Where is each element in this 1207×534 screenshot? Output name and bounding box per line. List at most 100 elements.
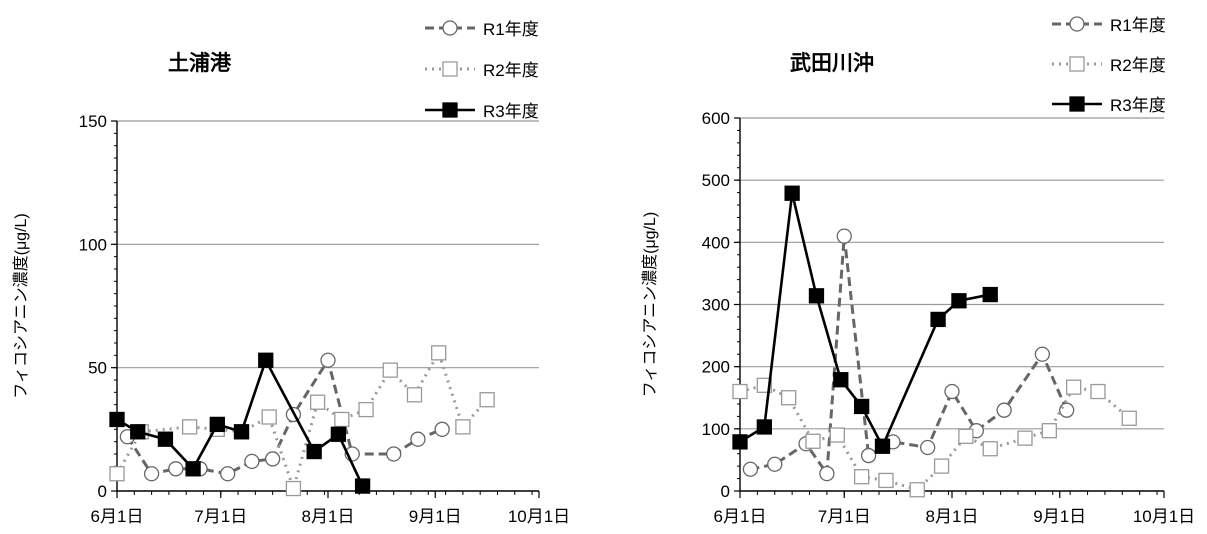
data-point — [109, 466, 125, 482]
data-point — [265, 451, 281, 467]
legend-entry: R3年度 — [425, 102, 539, 121]
chart-panel-2: 0 100 200 300 400 500 600 6月1日 7月1日 8月1日 9月1日 10月1日… — [641, 16, 1195, 526]
data-point — [244, 453, 260, 470]
series-line — [116, 358, 364, 487]
y-tick-label: 100 — [79, 235, 107, 254]
series-1 — [119, 352, 450, 482]
legend-marker — [1069, 56, 1085, 72]
x-tick-label: 10月1日 — [508, 507, 570, 526]
legend-marker — [442, 20, 458, 36]
legend-marker — [1069, 96, 1085, 112]
series-3 — [109, 352, 371, 494]
data-point — [732, 383, 748, 400]
data-point — [833, 372, 849, 388]
y-tick-label: 150 — [79, 112, 107, 131]
data-point — [781, 390, 797, 406]
legend-entry: R2年度 — [425, 61, 539, 80]
x-tick-label: 8月1日 — [302, 507, 355, 526]
data-point — [258, 352, 274, 368]
legend-label: R1年度 — [1110, 16, 1166, 35]
y-tick-label: 100 — [702, 420, 730, 439]
data-point — [742, 461, 759, 477]
data-point — [382, 362, 398, 378]
y-tick-label: 400 — [702, 233, 730, 252]
data-point — [784, 185, 800, 201]
data-point — [808, 288, 825, 304]
y-tick-label: 50 — [88, 359, 107, 378]
data-point — [157, 431, 174, 447]
legend-label: R3年度 — [483, 102, 539, 121]
data-point — [805, 433, 821, 449]
x-tick-label: 6月1日 — [91, 507, 144, 526]
data-point — [143, 466, 160, 482]
data-point — [1017, 430, 1033, 446]
legend-label: R2年度 — [483, 61, 539, 80]
data-point — [334, 411, 350, 428]
y-tick-label: 600 — [702, 109, 730, 128]
legend-entry: R2年度 — [1052, 56, 1166, 75]
y-tick-label: 300 — [702, 296, 730, 315]
data-point — [853, 469, 870, 485]
data-point — [285, 480, 302, 497]
x-tick-label: 8月1日 — [926, 507, 979, 526]
y-tick-label: 0 — [721, 482, 730, 501]
legend-entry: R1年度 — [425, 20, 539, 39]
series-line — [739, 383, 1131, 492]
y-tick-label: 500 — [702, 171, 730, 190]
data-point — [185, 461, 201, 477]
x-tick-label: 9月1日 — [1033, 507, 1086, 526]
data-point — [320, 352, 336, 368]
chart-title: 武田川沖 — [790, 52, 874, 75]
data-point — [309, 394, 326, 410]
legend-entry: R3年度 — [1052, 96, 1166, 115]
x-tick-label: 7月1日 — [818, 507, 871, 526]
data-point — [996, 402, 1012, 418]
data-point — [455, 419, 471, 435]
data-point — [819, 465, 835, 482]
data-point — [330, 426, 347, 442]
legend-entry: R1年度 — [1052, 16, 1166, 35]
data-point — [920, 439, 936, 456]
data-point — [982, 441, 998, 457]
series-3 — [732, 185, 998, 454]
data-point — [233, 424, 250, 440]
series-line — [115, 351, 489, 491]
y-axis-label: フィコシアニン濃度(μg/L) — [641, 212, 659, 397]
y-tick-label: 200 — [702, 358, 730, 377]
legend-label: R2年度 — [1110, 56, 1166, 75]
series-line — [739, 191, 991, 448]
legend-marker — [1069, 16, 1085, 32]
data-point — [767, 456, 783, 472]
data-point — [1090, 383, 1106, 400]
data-point — [168, 461, 184, 477]
data-point — [853, 398, 870, 415]
chart-title: 土浦港 — [168, 51, 232, 75]
data-point — [434, 421, 450, 437]
series-2 — [732, 377, 1137, 498]
data-point — [306, 443, 322, 460]
legend-label: R1年度 — [483, 20, 539, 39]
data-point — [933, 458, 950, 474]
data-point — [220, 466, 236, 482]
data-point — [431, 345, 447, 361]
legend-label: R3年度 — [1110, 96, 1166, 115]
data-point — [109, 411, 125, 428]
x-tick-label: 6月1日 — [714, 507, 767, 526]
x-tick-label: 7月1日 — [194, 507, 247, 526]
data-point — [209, 416, 225, 433]
data-point — [909, 482, 925, 498]
data-point — [878, 472, 894, 489]
data-point — [479, 392, 495, 408]
y-tick-label: 0 — [98, 482, 107, 501]
data-point — [951, 293, 967, 309]
data-point — [982, 286, 998, 303]
data-point — [354, 478, 371, 494]
legend-marker — [442, 102, 458, 118]
data-point — [756, 419, 772, 435]
data-point — [386, 446, 402, 462]
data-point — [410, 431, 426, 447]
chart-panel-1: 0 50 100 150 6月1日 7月1日 8月1日 9月1日 10月1日 R1年度 R2年度 R3… — [12, 20, 570, 526]
series-2 — [109, 345, 495, 497]
data-point — [1041, 423, 1057, 439]
